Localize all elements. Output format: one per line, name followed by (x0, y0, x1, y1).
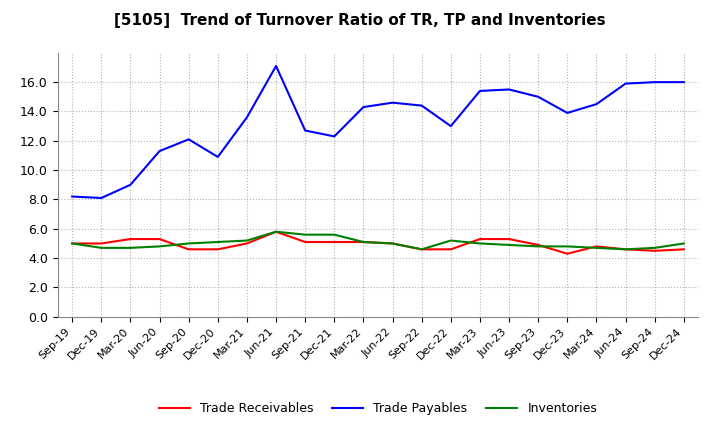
Inventories (505, 242, 513, 248)
Trade Payables (359, 104, 368, 110)
Inventories (534, 244, 543, 249)
Inventories (301, 232, 310, 237)
Trade Payables (621, 81, 630, 86)
Inventories (563, 244, 572, 249)
Trade Payables (184, 137, 193, 142)
Inventories (243, 238, 251, 243)
Inventories (213, 239, 222, 245)
Trade Receivables (680, 247, 688, 252)
Inventories (271, 229, 280, 235)
Trade Receivables (505, 236, 513, 242)
Trade Receivables (213, 247, 222, 252)
Trade Payables (243, 115, 251, 120)
Trade Payables (534, 94, 543, 99)
Trade Payables (213, 154, 222, 160)
Inventories (476, 241, 485, 246)
Trade Payables (476, 88, 485, 94)
Inventories (680, 241, 688, 246)
Trade Receivables (446, 247, 455, 252)
Trade Payables (563, 110, 572, 116)
Inventories (359, 239, 368, 245)
Trade Receivables (418, 247, 426, 252)
Trade Receivables (476, 236, 485, 242)
Trade Receivables (388, 241, 397, 246)
Trade Receivables (156, 236, 164, 242)
Trade Payables (680, 80, 688, 85)
Line: Trade Receivables: Trade Receivables (72, 232, 684, 254)
Trade Receivables (621, 247, 630, 252)
Trade Payables (446, 124, 455, 129)
Inventories (418, 247, 426, 252)
Text: [5105]  Trend of Turnover Ratio of TR, TP and Inventories: [5105] Trend of Turnover Ratio of TR, TP… (114, 13, 606, 28)
Trade Receivables (359, 239, 368, 245)
Trade Payables (330, 134, 338, 139)
Inventories (388, 241, 397, 246)
Trade Receivables (68, 241, 76, 246)
Line: Inventories: Inventories (72, 232, 684, 249)
Trade Payables (650, 80, 659, 85)
Trade Receivables (97, 241, 106, 246)
Trade Payables (97, 195, 106, 201)
Trade Payables (592, 102, 600, 107)
Inventories (650, 245, 659, 250)
Trade Receivables (592, 244, 600, 249)
Inventories (330, 232, 338, 237)
Trade Payables (68, 194, 76, 199)
Trade Receivables (271, 229, 280, 235)
Inventories (621, 247, 630, 252)
Trade Receivables (126, 236, 135, 242)
Trade Receivables (184, 247, 193, 252)
Trade Payables (388, 100, 397, 105)
Inventories (184, 241, 193, 246)
Trade Payables (126, 182, 135, 187)
Trade Receivables (243, 241, 251, 246)
Line: Trade Payables: Trade Payables (72, 66, 684, 198)
Trade Payables (301, 128, 310, 133)
Inventories (592, 245, 600, 250)
Trade Payables (418, 103, 426, 108)
Trade Payables (271, 63, 280, 69)
Trade Receivables (534, 242, 543, 248)
Inventories (126, 245, 135, 250)
Trade Payables (505, 87, 513, 92)
Trade Receivables (650, 248, 659, 253)
Trade Payables (156, 148, 164, 154)
Inventories (97, 245, 106, 250)
Inventories (446, 238, 455, 243)
Trade Receivables (563, 251, 572, 257)
Inventories (156, 244, 164, 249)
Inventories (68, 241, 76, 246)
Trade Receivables (330, 239, 338, 245)
Trade Receivables (301, 239, 310, 245)
Legend: Trade Receivables, Trade Payables, Inventories: Trade Receivables, Trade Payables, Inven… (153, 397, 603, 420)
